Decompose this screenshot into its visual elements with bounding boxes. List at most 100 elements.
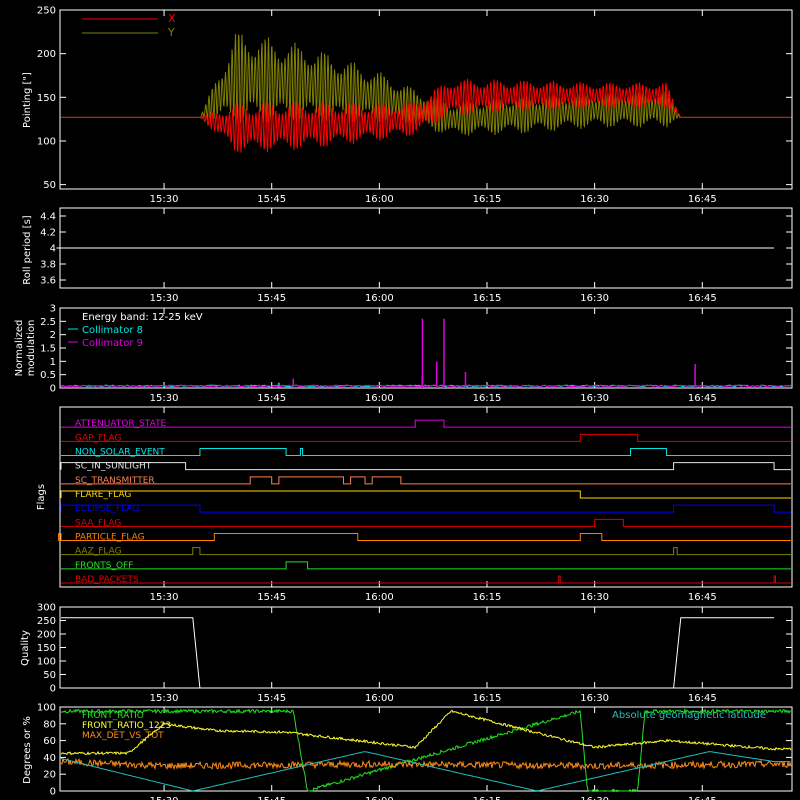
y-tick-label: 3.6 — [40, 276, 56, 287]
flag-label: SC_TRANSMITTER — [75, 476, 155, 486]
time-tick-label: 16:15 — [473, 693, 502, 704]
flag-trace — [58, 533, 791, 541]
ratios-legend: FRONT_RATIO FRONT_RATIO_1223 MAX_DET_VS_… — [82, 710, 766, 741]
time-tick-label: 15:45 — [257, 592, 286, 603]
ratios-panel-frame — [59, 706, 793, 792]
flag-row-attenuator-state: ATTENUATOR_STATE — [61, 419, 791, 429]
time-tick-label: 16:45 — [688, 393, 717, 404]
modulation-legend: Energy band: 12-25 keV Collimator 8 Coll… — [68, 312, 203, 349]
time-tick-label: 16:00 — [365, 194, 394, 205]
flag-row-bad-packets: BAD_PACKETS — [61, 575, 791, 585]
legend-front-ratio-1223: FRONT_RATIO_1223 — [82, 721, 171, 731]
time-axis-4: 15:30 15:45 16:00 16:15 16:30 16:45 — [150, 607, 717, 704]
flag-trace — [61, 448, 791, 456]
time-tick-label: 16:45 — [688, 293, 717, 304]
time-tick-label: 16:00 — [365, 592, 394, 603]
legend-y-label: Y — [167, 26, 175, 39]
flag-label: GAP_FLAG — [75, 433, 121, 443]
y-tick-label: 80 — [43, 719, 56, 730]
flags-panel-frame — [59, 406, 793, 588]
time-tick-label: 16:30 — [580, 194, 609, 205]
y-tick-label: 100 — [37, 136, 56, 147]
flag-label: SC_IN_SUNLIGHT — [75, 462, 152, 472]
y-tick-label: 0 — [50, 787, 56, 798]
flag-label: FLARE_FLAG — [75, 490, 131, 500]
y-tick-label: 1.5 — [40, 344, 56, 355]
pointing-series-x — [61, 78, 792, 153]
time-tick-label: 16:45 — [688, 796, 717, 800]
y-axis-5: 0 20 40 60 80 100 — [37, 703, 792, 798]
y-tick-label: 20 — [43, 770, 56, 781]
time-tick-label: 16:15 — [473, 592, 502, 603]
y-tick-label: 250 — [37, 616, 56, 627]
y-tick-label: 50 — [43, 180, 56, 191]
flag-trace — [61, 547, 791, 556]
ratio-series-0 — [61, 707, 792, 792]
time-tick-label: 15:45 — [257, 693, 286, 704]
y-tick-label: 0 — [50, 684, 56, 695]
y-axis-4: 0 50 100 150 200 250 300 — [37, 603, 792, 695]
flag-row-gap-flag: GAP_FLAG — [61, 433, 791, 443]
flags-ylabel: Flags — [36, 484, 47, 510]
modulation-ylabel-line2: modulation — [26, 320, 37, 377]
legend-x-label: X — [168, 12, 176, 25]
flag-trace — [61, 433, 791, 442]
y-axis-2: 0 0.5 1 1.5 2 2.5 3 — [40, 304, 792, 395]
y-tick-label: 2 — [50, 330, 56, 341]
time-tick-label: 16:15 — [473, 194, 502, 205]
flag-label: FRONTS_OFF — [75, 561, 133, 571]
quality-line — [61, 617, 775, 689]
legend-collimator8-label: Collimator 8 — [82, 325, 143, 336]
time-tick-label: 16:30 — [580, 693, 609, 704]
flag-trace — [60, 504, 791, 513]
flag-trace — [61, 476, 791, 485]
energy-band-annotation: Energy band: 12-25 keV — [82, 312, 203, 323]
ratios-ylabel: Degrees or % — [22, 716, 33, 784]
time-tick-label: 16:45 — [688, 592, 717, 603]
y-tick-label: 150 — [37, 643, 56, 654]
legend-front-ratio: FRONT_RATIO — [82, 711, 144, 721]
flag-label: ECLIPSE_FLAG — [75, 504, 139, 514]
time-tick-label: 16:30 — [580, 293, 609, 304]
ratio-series-3 — [60, 751, 790, 792]
time-tick-label: 16:15 — [473, 293, 502, 304]
time-tick-label: 15:45 — [257, 393, 286, 404]
flag-trace — [61, 518, 791, 527]
flag-trace — [60, 462, 791, 471]
y-tick-label: 200 — [37, 49, 56, 60]
y-tick-label: 2.5 — [40, 317, 56, 328]
y-tick-label: 250 — [37, 6, 56, 17]
time-tick-label: 16:30 — [580, 393, 609, 404]
time-tick-label: 15:45 — [257, 796, 286, 800]
flag-label: PARTICLE_FLAG — [75, 533, 145, 543]
y-tick-label: 40 — [43, 753, 56, 764]
flag-row-sc-transmitter: SC_TRANSMITTER — [61, 476, 791, 486]
y-tick-label: 50 — [43, 670, 56, 681]
flag-label: BAD_PACKETS — [75, 575, 139, 585]
legend-collimator9-label: Collimator 9 — [82, 338, 143, 349]
time-tick-label: 15:30 — [150, 693, 179, 704]
time-tick-label: 16:15 — [473, 393, 502, 404]
y-tick-label: 0.5 — [40, 370, 56, 381]
time-tick-label: 15:45 — [257, 293, 286, 304]
y-tick-label: 300 — [37, 603, 56, 614]
legend-geomagnetic-latitude: Absolute geomagnetic latitude — [612, 710, 766, 721]
flag-row-flare-flag: FLARE_FLAG — [60, 490, 791, 500]
time-tick-label: 16:00 — [365, 796, 394, 800]
chart-marks: 15:30 15:45 16:00 16:15 16:30 16:45 15:30 15:45… — [37, 6, 792, 800]
y-tick-label: 0 — [50, 384, 56, 395]
time-tick-label: 16:00 — [365, 293, 394, 304]
flag-trace — [60, 490, 791, 499]
flag-row-aaz-flag: AAZ_FLAG — [61, 547, 791, 557]
flag-label: ATTENUATOR_STATE — [75, 419, 167, 429]
time-tick-label: 16:15 — [473, 796, 502, 800]
time-axis-0: 15:30 15:45 16:00 16:15 16:30 16:45 — [150, 10, 717, 205]
pointing-ylabel: Pointing ["] — [22, 72, 33, 128]
flag-row-particle-flag: PARTICLE_FLAG — [58, 533, 791, 543]
time-tick-label: 16:00 — [365, 693, 394, 704]
roll-period-ylabel: Roll period [s] — [22, 215, 33, 284]
ratio-series-2 — [60, 756, 792, 771]
flag-row-sc-in-sunlight: SC_IN_SUNLIGHT — [60, 462, 791, 472]
flag-row-non-solar-event: NON_SOLAR_EVENT — [61, 448, 791, 458]
